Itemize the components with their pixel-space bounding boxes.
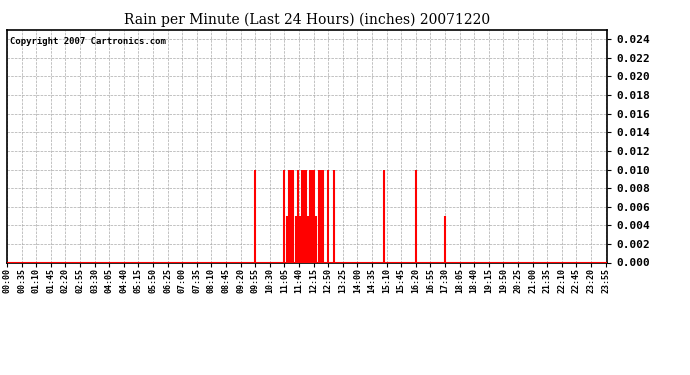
- Title: Rain per Minute (Last 24 Hours) (inches) 20071220: Rain per Minute (Last 24 Hours) (inches)…: [124, 13, 490, 27]
- Text: Copyright 2007 Cartronics.com: Copyright 2007 Cartronics.com: [10, 37, 166, 46]
